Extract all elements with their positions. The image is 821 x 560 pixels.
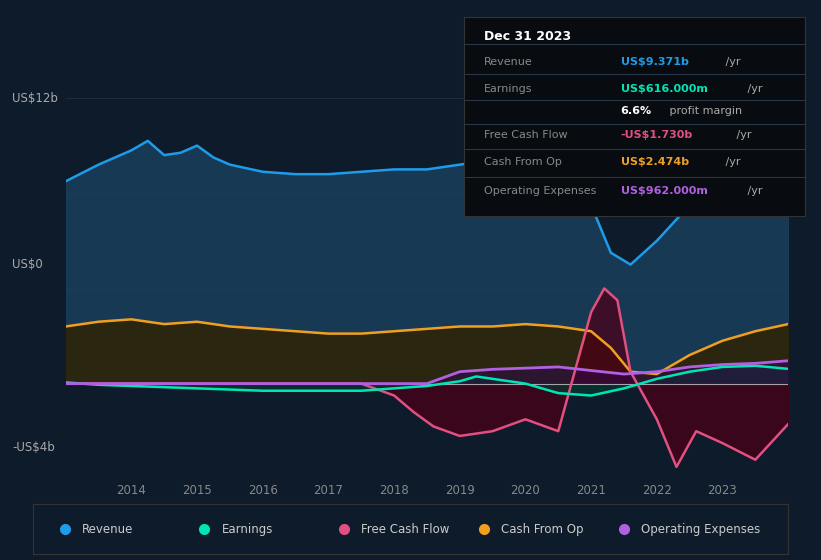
Text: Free Cash Flow: Free Cash Flow xyxy=(361,522,450,536)
Text: Revenue: Revenue xyxy=(484,57,533,67)
Text: Dec 31 2023: Dec 31 2023 xyxy=(484,30,571,43)
Text: Cash From Op: Cash From Op xyxy=(501,522,584,536)
Text: /yr: /yr xyxy=(722,157,741,167)
Text: Operating Expenses: Operating Expenses xyxy=(484,186,597,196)
Text: US$962.000m: US$962.000m xyxy=(621,186,708,196)
Text: -US$1.730b: -US$1.730b xyxy=(621,130,693,140)
Text: /yr: /yr xyxy=(722,57,741,67)
Text: profit margin: profit margin xyxy=(666,106,741,116)
Text: US$2.474b: US$2.474b xyxy=(621,157,689,167)
Text: US$616.000m: US$616.000m xyxy=(621,85,708,95)
Text: /yr: /yr xyxy=(733,130,751,140)
Text: 6.6%: 6.6% xyxy=(621,106,652,116)
Text: -US$4b: -US$4b xyxy=(12,441,55,454)
Text: /yr: /yr xyxy=(745,186,763,196)
Text: Earnings: Earnings xyxy=(222,522,273,536)
Text: Operating Expenses: Operating Expenses xyxy=(641,522,760,536)
Text: US$0: US$0 xyxy=(12,258,43,271)
Text: Earnings: Earnings xyxy=(484,85,533,95)
Text: Revenue: Revenue xyxy=(82,522,133,536)
Text: Free Cash Flow: Free Cash Flow xyxy=(484,130,568,140)
Text: Cash From Op: Cash From Op xyxy=(484,157,562,167)
Text: US$9.371b: US$9.371b xyxy=(621,57,689,67)
Text: /yr: /yr xyxy=(745,85,763,95)
Text: US$12b: US$12b xyxy=(12,92,58,105)
